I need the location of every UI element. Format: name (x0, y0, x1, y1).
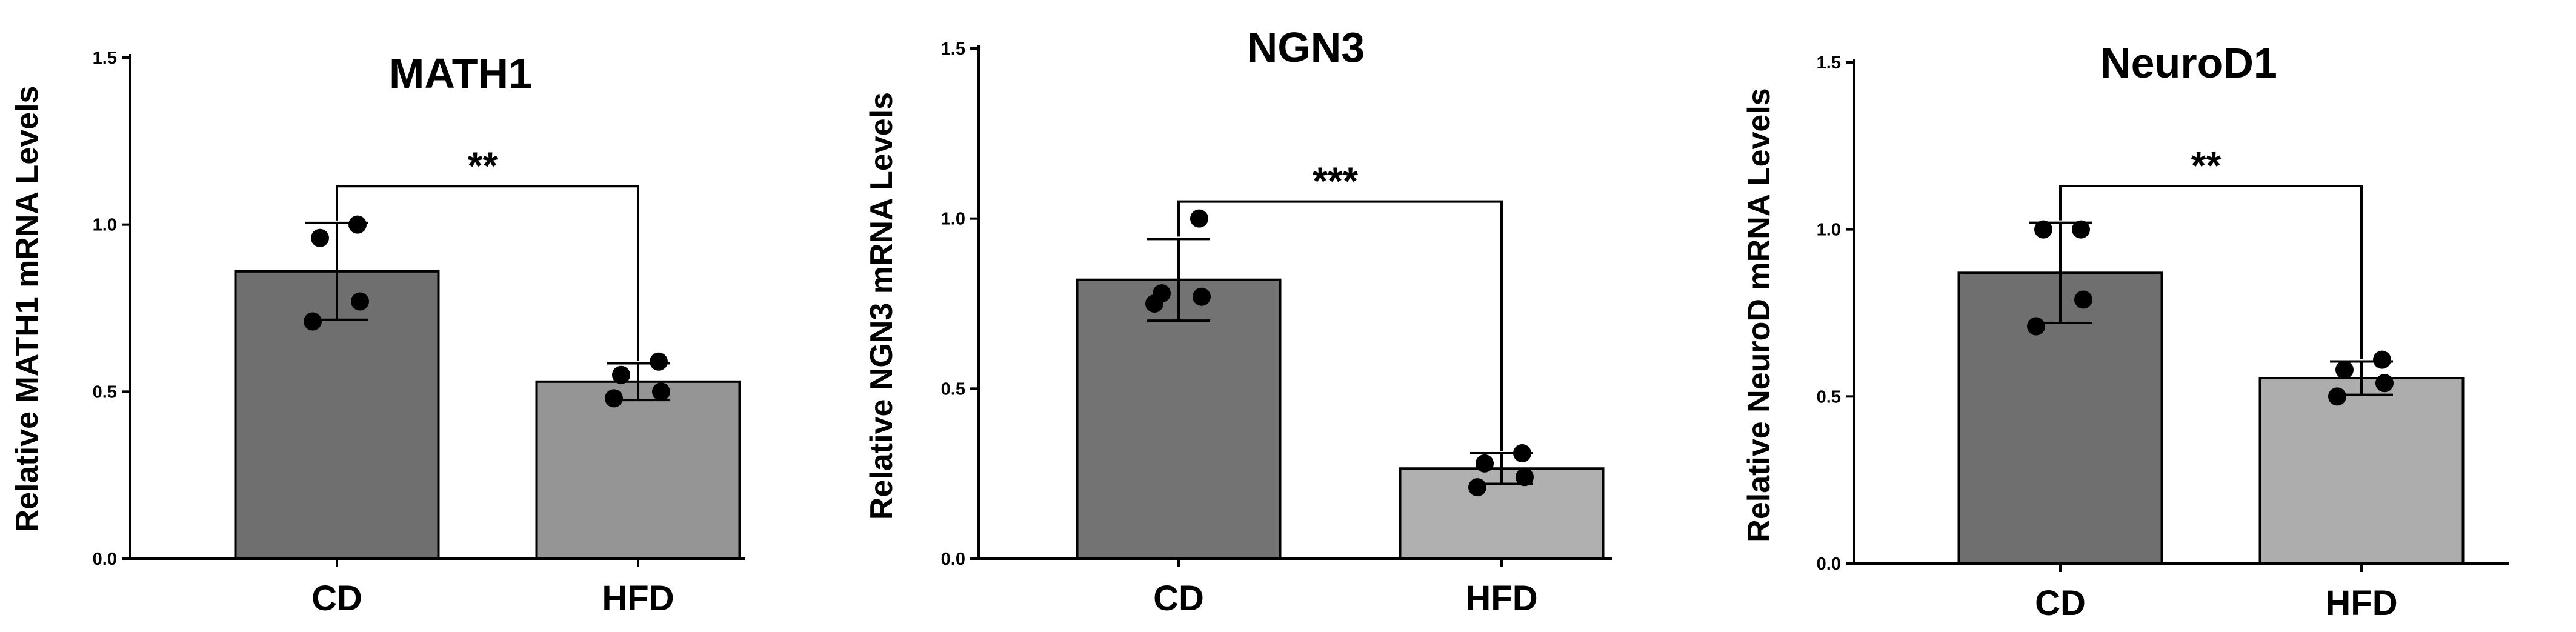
x-tick-label: HFD (602, 579, 674, 618)
data-point-hfd (605, 389, 623, 408)
y-axis-label: Relative NeuroD mRNA Levels (1742, 88, 1777, 542)
y-tick-label: 1.0 (93, 216, 117, 235)
significance-label: ** (468, 144, 498, 187)
data-point-hfd (2328, 387, 2346, 406)
data-point-hfd (652, 382, 670, 401)
data-point-hfd (2373, 350, 2391, 369)
data-point-cd (1190, 209, 1208, 228)
significance-bracket (2059, 184, 2363, 359)
data-point-cd (2072, 220, 2090, 239)
data-point-cd (311, 228, 329, 247)
y-tick-label: 1.5 (1817, 53, 1841, 73)
y-tick-label: 1.5 (941, 39, 965, 59)
data-point-hfd (612, 365, 630, 384)
data-point-cd (351, 292, 369, 311)
y-tick-label: 0.0 (1817, 554, 1841, 574)
x-tick-label: CD (311, 579, 362, 618)
data-point-cd (2034, 220, 2052, 239)
y-axis-label: Relative MATH1 mRNA Levels (10, 86, 45, 533)
y-axis-label: Relative NGN3 mRNA Levels (864, 92, 899, 520)
y-tick-label: 0.5 (941, 379, 965, 399)
data-point-hfd (2375, 374, 2394, 393)
y-tick-label: 1.5 (93, 48, 117, 68)
data-point-cd (1153, 284, 1171, 303)
chart-panel-3: NeuroD1 Relative NeuroD mRNA Levels 0.0 0.5… (1742, 39, 2509, 623)
y-tick-label: 0.5 (93, 382, 117, 402)
y-tick-label: 0.5 (1817, 387, 1841, 407)
y-tick-label: 0.0 (93, 550, 117, 569)
data-point-hfd (1476, 454, 1494, 473)
y-tick-label: 1.0 (941, 210, 965, 229)
x-tick-label: CD (1153, 579, 1204, 618)
chart-title: NGN3 (1247, 24, 1365, 71)
data-point-hfd (1516, 468, 1534, 487)
significance-label: ** (2191, 144, 2222, 187)
data-point-cd (348, 215, 367, 234)
significance-label: *** (1313, 159, 1358, 203)
bar-cd (1076, 278, 1282, 560)
bar-hfd (2258, 377, 2465, 565)
chart-panel-1: MATH1 Relative MATH1 mRNA Levels 0.0 0.5 1.0… (10, 48, 745, 618)
y-tick-label: 0.0 (941, 550, 965, 569)
data-point-cd (304, 312, 322, 331)
data-point-hfd (2335, 361, 2354, 379)
chart-title: MATH1 (389, 50, 532, 97)
data-point-cd (2027, 317, 2045, 336)
x-tick-label: CD (2035, 584, 2086, 623)
data-point-cd (2074, 290, 2092, 309)
x-tick-label: HFD (2325, 584, 2397, 623)
significance-bracket (336, 185, 639, 361)
chart-panel-2: NGN3 Relative NGN3 mRNA Levels 0.0 0.5 1.0 1.… (864, 24, 1612, 618)
significance-bracket (1177, 200, 1503, 451)
chart-title: NeuroD1 (2100, 39, 2277, 87)
x-tick-label: HFD (1465, 579, 1537, 618)
y-tick-label: 1.0 (1817, 221, 1841, 240)
bar-hfd (535, 380, 741, 560)
data-point-hfd (1513, 444, 1531, 462)
data-point-hfd (1468, 478, 1486, 497)
data-point-hfd (650, 352, 668, 371)
data-point-cd (1193, 287, 1211, 306)
